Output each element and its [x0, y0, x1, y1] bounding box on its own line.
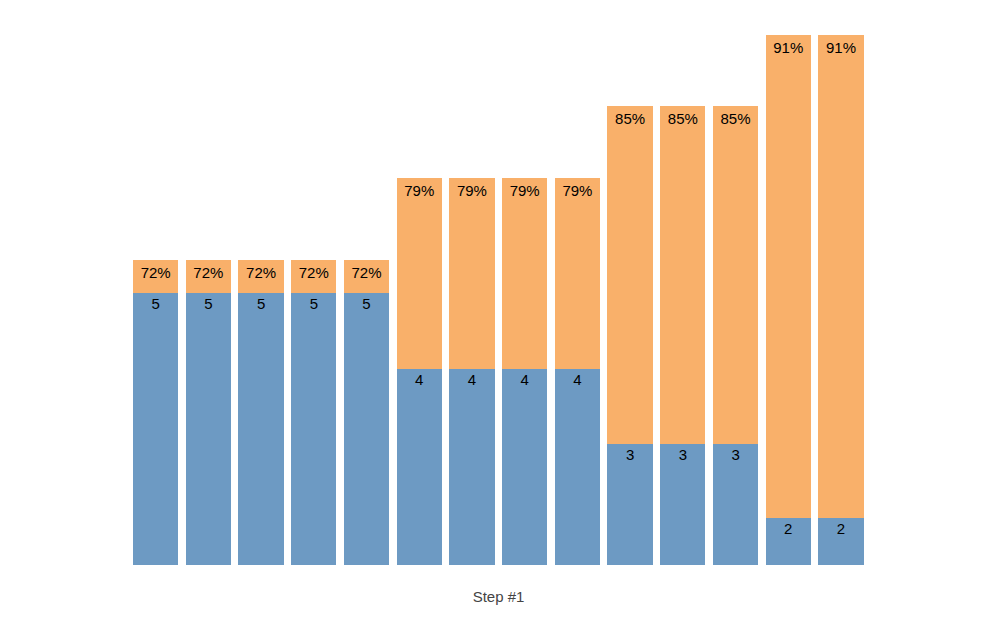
bar-segment-blue: 5 — [133, 293, 178, 565]
count-label: 5 — [362, 293, 370, 311]
count-label: 5 — [310, 293, 318, 311]
bar-segment-blue: 4 — [449, 369, 494, 565]
stacked-bar-chart: Step #1 72% 5 72% 5 72% 5 72% 5 72% 5 79% 4 79% 4 79% 4… — [0, 0, 1000, 618]
bar-segment-orange: 91% — [766, 35, 811, 518]
count-label: 4 — [468, 369, 476, 387]
bar-segment-orange: 79% — [502, 178, 547, 369]
bar: 85% 3 — [660, 106, 705, 565]
bar: 79% 4 — [449, 178, 494, 565]
percent-label: 85% — [721, 106, 751, 126]
percent-label: 79% — [562, 178, 592, 198]
bar: 72% 5 — [344, 260, 389, 565]
bar-segment-orange: 85% — [713, 106, 758, 444]
bar-segment-blue: 3 — [660, 444, 705, 565]
count-label: 2 — [784, 518, 792, 536]
count-label: 3 — [679, 444, 687, 462]
percent-label: 72% — [246, 260, 276, 280]
percent-label: 91% — [773, 35, 803, 55]
count-label: 3 — [626, 444, 634, 462]
bar: 72% 5 — [238, 260, 283, 565]
bar-segment-blue: 4 — [397, 369, 442, 565]
bar-segment-orange: 72% — [238, 260, 283, 293]
percent-label: 79% — [510, 178, 540, 198]
bar: 91% 2 — [766, 35, 811, 565]
count-label: 4 — [521, 369, 529, 387]
bar-segment-blue: 5 — [238, 293, 283, 565]
percent-label: 85% — [668, 106, 698, 126]
bar-segment-orange: 79% — [397, 178, 442, 369]
bar-segment-blue: 4 — [555, 369, 600, 565]
bar-segment-blue: 3 — [607, 444, 652, 565]
count-label: 5 — [257, 293, 265, 311]
percent-label: 79% — [457, 178, 487, 198]
count-label: 4 — [573, 369, 581, 387]
bar-segment-blue: 5 — [186, 293, 231, 565]
percent-label: 72% — [352, 260, 382, 280]
bar-segment-orange: 79% — [449, 178, 494, 369]
bar-segment-orange: 85% — [660, 106, 705, 444]
percent-label: 72% — [193, 260, 223, 280]
bar-segment-orange: 91% — [818, 35, 863, 518]
bar: 85% 3 — [713, 106, 758, 565]
bar-segment-blue: 3 — [713, 444, 758, 565]
count-label: 3 — [731, 444, 739, 462]
bar: 91% 2 — [818, 35, 863, 565]
count-label: 5 — [204, 293, 212, 311]
bar-segment-orange: 72% — [186, 260, 231, 293]
percent-label: 72% — [299, 260, 329, 280]
bar-segment-orange: 72% — [291, 260, 336, 293]
bar: 79% 4 — [502, 178, 547, 565]
bar-segment-blue: 5 — [344, 293, 389, 565]
bar-segment-blue: 2 — [818, 518, 863, 565]
bar: 72% 5 — [186, 260, 231, 565]
count-label: 5 — [151, 293, 159, 311]
bar: 72% 5 — [133, 260, 178, 565]
percent-label: 85% — [615, 106, 645, 126]
bar: 79% 4 — [397, 178, 442, 565]
percent-label: 91% — [826, 35, 856, 55]
bar: 72% 5 — [291, 260, 336, 565]
bar: 79% 4 — [555, 178, 600, 565]
count-label: 4 — [415, 369, 423, 387]
bar-segment-orange: 72% — [133, 260, 178, 293]
x-axis-title: Step #1 — [133, 588, 864, 605]
bar-segment-blue: 4 — [502, 369, 547, 565]
bar-segment-orange: 72% — [344, 260, 389, 293]
bar-segment-blue: 5 — [291, 293, 336, 565]
bar-segment-orange: 79% — [555, 178, 600, 369]
percent-label: 72% — [141, 260, 171, 280]
percent-label: 79% — [404, 178, 434, 198]
count-label: 2 — [837, 518, 845, 536]
bar: 85% 3 — [607, 106, 652, 565]
bar-segment-orange: 85% — [607, 106, 652, 444]
bar-segment-blue: 2 — [766, 518, 811, 565]
